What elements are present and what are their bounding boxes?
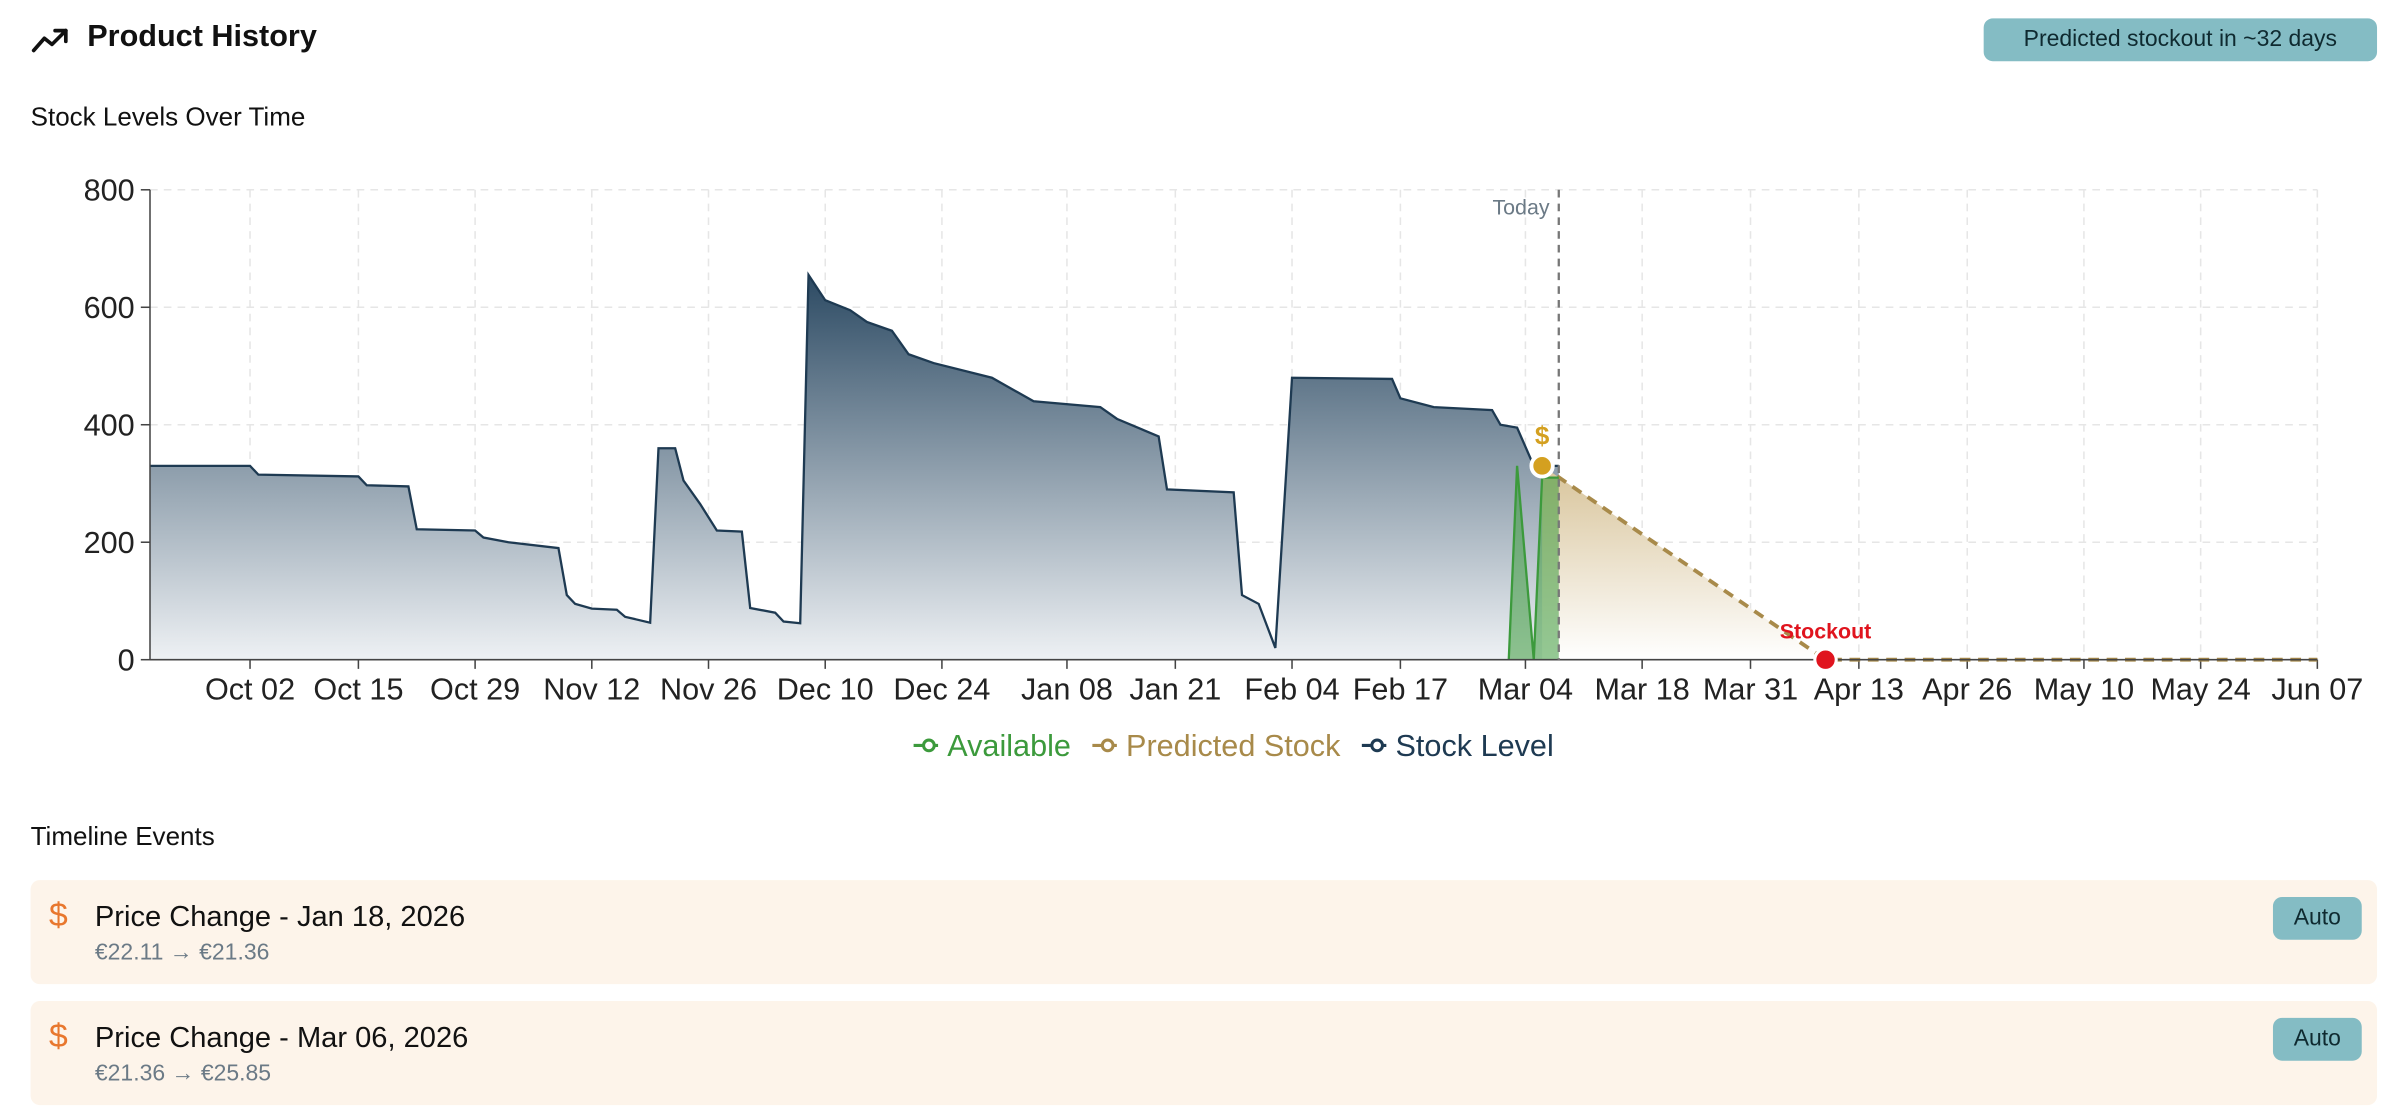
x-tick-label: Dec 10 <box>777 672 874 706</box>
event-detail: €21.36 → €25.85 <box>94 1060 272 1087</box>
price-marker-label: $ <box>1535 420 1550 450</box>
event-icon: $ <box>48 1016 68 1055</box>
chart-title: Stock Levels Over Time <box>30 102 306 132</box>
x-tick-label: May 10 <box>2034 672 2134 706</box>
legend: Available Predicted Stock Stock Level <box>913 729 1554 763</box>
series-area <box>1542 465 2318 660</box>
legend-swatch <box>922 738 936 753</box>
event-row: $ Price Change - Mar 06, 2026 €21.36 → €25… <box>30 1001 2378 1106</box>
y-tick-label: 0 <box>118 643 135 677</box>
x-tick-label: Mar 18 <box>1594 672 1689 706</box>
series-line <box>149 271 1559 649</box>
event-badge: Auto <box>2272 896 2362 940</box>
today-label: Today <box>1492 195 1549 219</box>
event-badge: Auto <box>2272 1017 2362 1061</box>
x-tick-label: Oct 02 <box>205 672 295 706</box>
x-tick-label: Apr 13 <box>1814 672 1904 706</box>
y-tick-label: 200 <box>84 526 135 560</box>
x-tick-label: Dec 24 <box>893 672 990 706</box>
timeline-title: Timeline Events <box>30 821 215 852</box>
x-tick-label: Mar 04 <box>1478 672 1573 706</box>
chart: 0 200 400 600 800 Oct 02 Oct 15 Oct 29 Nov 12 Nov… <box>84 174 2364 764</box>
x-tick-label: Feb 17 <box>1353 672 1448 706</box>
x-tick-label: Jan 08 <box>1021 672 1113 706</box>
stockout-marker <box>1813 647 1838 672</box>
stockout-badge: Predicted stockout in ~32 days <box>1983 18 2378 62</box>
stockout-label: Stockout <box>1780 619 1872 643</box>
x-tick-label: Apr 26 <box>1922 672 2012 706</box>
x-tick-label: Feb 04 <box>1244 672 1339 706</box>
trend-icon <box>31 28 68 53</box>
x-tick-label: Nov 26 <box>660 672 757 706</box>
event-title: Price Change - Jan 18, 2026 <box>94 901 466 934</box>
event-title: Price Change - Mar 06, 2026 <box>94 1022 469 1055</box>
event-icon: $ <box>48 895 68 934</box>
series-area <box>149 274 1559 660</box>
x-tick-label: Nov 12 <box>543 672 640 706</box>
legend-label: Stock Level <box>1396 729 1554 763</box>
x-tick-label: Jun 07 <box>2271 672 2363 706</box>
y-tick-label: 800 <box>84 174 135 208</box>
price-marker <box>1529 453 1555 479</box>
y-tick-label: 600 <box>84 291 135 325</box>
event-row: $ Price Change - Jan 18, 2026 €22.11 → €21… <box>30 880 2378 985</box>
x-tick-label: Oct 15 <box>313 672 403 706</box>
x-tick-label: Jan 21 <box>1129 672 1221 706</box>
header-title: Product History <box>87 19 317 54</box>
x-tick-label: May 24 <box>2150 672 2250 706</box>
x-tick-label: Mar 31 <box>1703 672 1798 706</box>
event-detail: €22.11 → €21.36 <box>94 939 270 966</box>
y-tick-label: 400 <box>84 408 135 442</box>
legend-label: Predicted Stock <box>1126 729 1341 763</box>
x-tick-label: Oct 29 <box>430 672 520 706</box>
legend-label: Available <box>947 729 1071 763</box>
legend-swatch <box>1100 738 1115 753</box>
legend-swatch <box>1370 738 1385 753</box>
